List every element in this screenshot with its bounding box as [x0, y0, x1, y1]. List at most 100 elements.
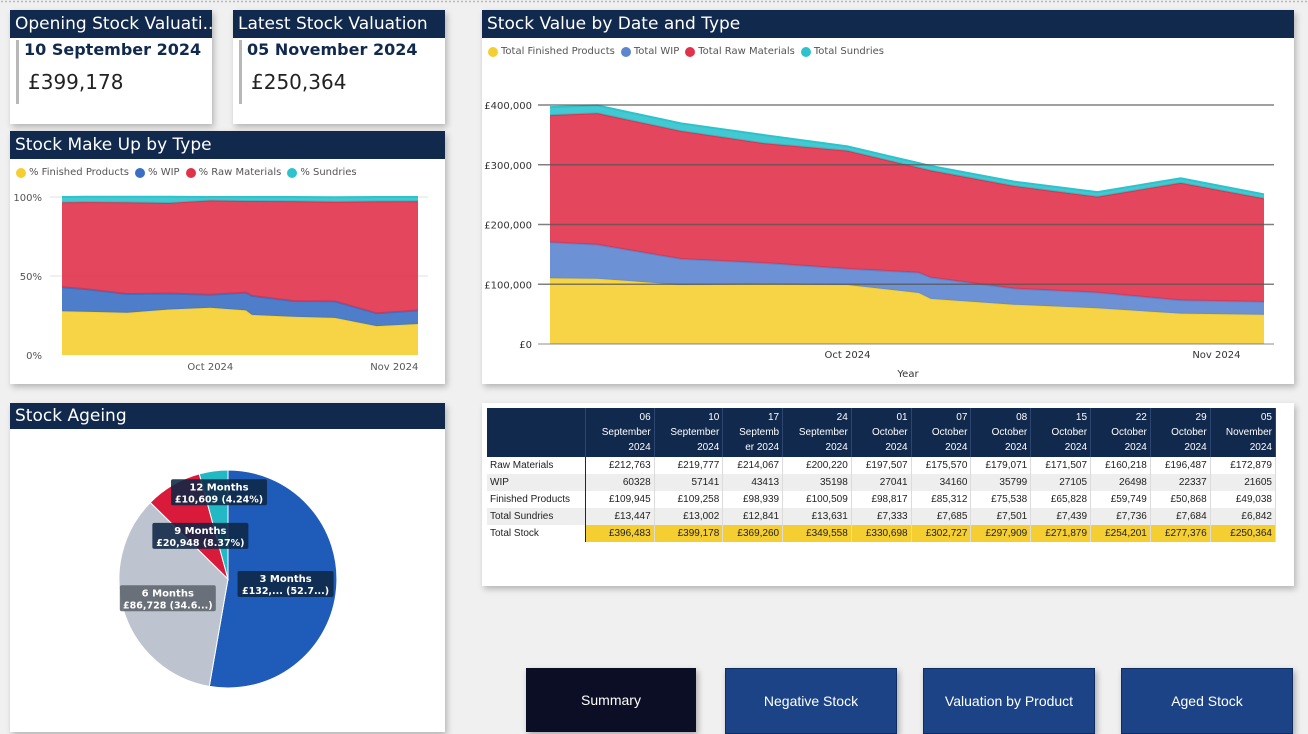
table-cell: £6,842 [1210, 508, 1275, 525]
value-legend-item[interactable]: Total Finished Products [488, 46, 615, 57]
table-cell: £100,509 [783, 491, 852, 508]
legend-dot-icon [287, 168, 297, 178]
valuation-by-product-button[interactable]: Valuation by Product [923, 668, 1095, 734]
legend-label: Total Sundries [814, 46, 884, 57]
value-x-axis-label: Year [896, 369, 919, 380]
table-cell: £7,501 [971, 508, 1031, 525]
table-cell: £160,218 [1091, 457, 1151, 474]
aged-stock-button[interactable]: Aged Stock [1121, 668, 1293, 734]
makeup-legend-item[interactable]: % Raw Materials [186, 167, 282, 178]
table-cell: £7,685 [911, 508, 971, 525]
table-date-header-text: 2024 [589, 440, 651, 455]
table-cell: £200,220 [783, 457, 852, 474]
table-cell: £179,071 [971, 457, 1031, 474]
stock-makeup-card[interactable]: Stock Make Up by Type % Finished Product… [10, 131, 445, 384]
table-date-header-text: er 2024 [726, 440, 779, 455]
table-row: Finished Products£109,945£109,258£98,939… [487, 491, 1276, 508]
table-cell: £7,333 [851, 508, 911, 525]
table-cell: £12,841 [723, 508, 783, 525]
table-cell: £13,002 [654, 508, 723, 525]
pie-data-label-category: 6 Months [142, 588, 194, 599]
legend-dot-icon [135, 168, 145, 178]
pie-data-label-value: £20,948 (8.37%) [156, 538, 244, 549]
kpi-card-latest-stock[interactable]: Latest Stock Valuation 05 November 2024 … [233, 10, 445, 124]
negative-stock-button[interactable]: Negative Stock [725, 668, 897, 734]
table-date-header-text: September [589, 425, 651, 440]
pie-data-label-value: £132,... (52.7...) [242, 586, 329, 597]
table-date-header-text: November [1214, 425, 1272, 440]
table-cell: £49,038 [1210, 491, 1275, 508]
table-row-label: Total Stock [487, 525, 586, 542]
table-row-label: Total Sundries [487, 508, 586, 525]
table-cell: £330,698 [851, 525, 911, 542]
table-cell: £109,258 [654, 491, 723, 508]
kpi-accent-bar [16, 40, 19, 104]
value-legend-item[interactable]: Total WIP [621, 46, 679, 57]
table-date-header-text: 10 [658, 410, 720, 425]
kpi-card-opening-stock[interactable]: Opening Stock Valuati... 10 September 20… [10, 10, 212, 124]
table-date-header-text: 08 [974, 410, 1027, 425]
makeup-legend-item[interactable]: % Finished Products [16, 167, 129, 178]
legend-label: % Sundries [300, 167, 356, 178]
table-corner-header [487, 408, 586, 457]
table-date-header-text: October [974, 425, 1027, 440]
table-row: Total Sundries£13,447£13,002£12,841£13,6… [487, 508, 1276, 525]
table-date-header-text: 2024 [1034, 440, 1087, 455]
stock-ageing-pie: 3 Months£132,... (52.7...) 6 Months£86,72… [10, 432, 445, 732]
value-y-tick-label: £200,000 [484, 221, 532, 232]
table-cell: 34160 [911, 474, 971, 491]
stock-ageing-card[interactable]: Stock Ageing 3 Months£132,... (52.7...)6… [10, 403, 445, 732]
table-cell: £399,178 [654, 525, 723, 542]
pie-data-label-value: £86,728 (34.6...) [123, 600, 213, 611]
makeup-y-tick-label: 0% [26, 351, 42, 362]
table-row-label: Raw Materials [487, 457, 586, 474]
pie-data-label-category: 3 Months [259, 574, 311, 585]
table-body: Raw Materials£212,763£219,777£214,067£20… [487, 457, 1276, 542]
table-cell: £59,749 [1091, 491, 1151, 508]
value-y-tick-label: £400,000 [484, 101, 532, 112]
makeup-legend-item[interactable]: % WIP [135, 167, 180, 178]
value-legend-item[interactable]: Total Sundries [801, 46, 884, 57]
table-date-header-text: 29 [1154, 410, 1207, 425]
summary-button[interactable]: Summary [526, 668, 696, 732]
table-cell: £197,507 [851, 457, 911, 474]
makeup-legend-item[interactable]: % Sundries [287, 167, 356, 178]
table-cell: 27105 [1031, 474, 1091, 491]
table-cell: 35799 [971, 474, 1031, 491]
legend-dot-icon [186, 168, 196, 178]
table-date-header-text: 2024 [915, 440, 968, 455]
table-cell: £254,201 [1091, 525, 1151, 542]
table-cell: 43413 [723, 474, 783, 491]
table-cell: 57141 [654, 474, 723, 491]
stock-value-card[interactable]: Stock Value by Date and Type Total Finis… [482, 10, 1294, 384]
legend-dot-icon [685, 47, 695, 57]
table-cell: 21605 [1210, 474, 1275, 491]
legend-dot-icon [488, 47, 498, 57]
table-cell: £212,763 [586, 457, 655, 474]
table-cell: £75,538 [971, 491, 1031, 508]
legend-label: Total WIP [634, 46, 679, 57]
legend-dot-icon [16, 168, 26, 178]
table-cell: £196,487 [1150, 457, 1210, 474]
pie-data-label-category: 9 Months [174, 526, 226, 537]
table-cell: £109,945 [586, 491, 655, 508]
table-cell: £98,817 [851, 491, 911, 508]
value-legend-item[interactable]: Total Raw Materials [685, 46, 795, 57]
kpi-date: 10 September 2024 [24, 40, 201, 59]
